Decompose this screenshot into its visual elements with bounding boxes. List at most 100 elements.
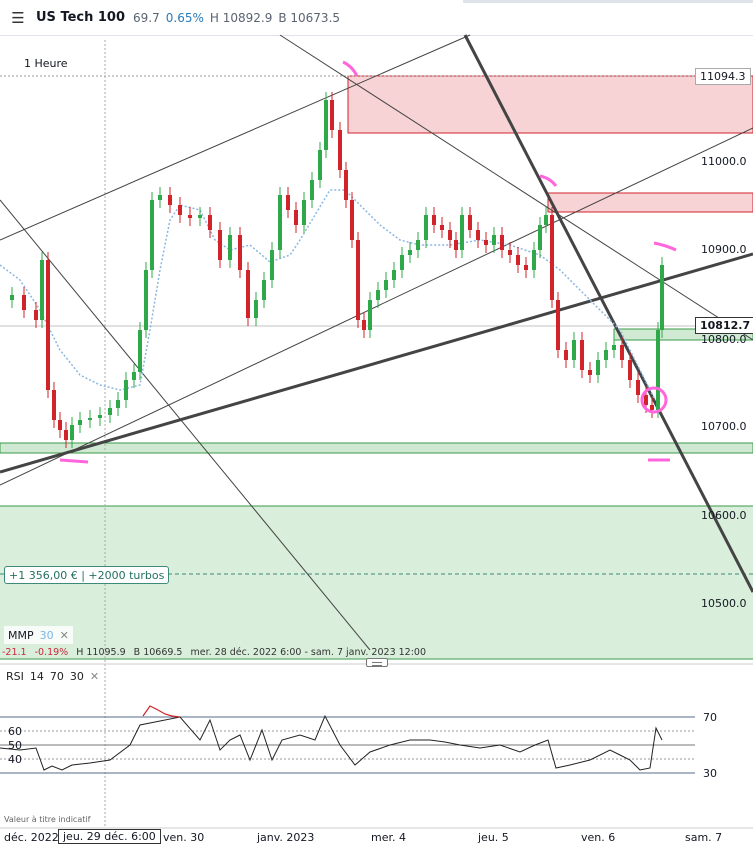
candle-body xyxy=(10,295,14,300)
candle-body xyxy=(324,100,328,150)
candle-body xyxy=(550,215,554,300)
stats-line: -21.1 -0.19% H 11095.9 B 10669.5 mer. 28… xyxy=(2,647,426,658)
candle-body xyxy=(254,300,258,318)
chart-header: ☰ US Tech 100 69.7 0.65% H 10892.9 B 106… xyxy=(0,0,753,36)
candle-body xyxy=(208,215,212,230)
rsi-param-1: 14 xyxy=(29,670,44,683)
close-icon[interactable]: ✕ xyxy=(89,670,100,683)
candle-body xyxy=(580,340,584,370)
candle-body xyxy=(556,300,560,350)
candle-body xyxy=(448,230,452,240)
candle-body xyxy=(46,260,50,390)
candle-body xyxy=(344,170,348,200)
mmp-legend[interactable]: MMP 30 ✕ xyxy=(4,626,73,644)
candle-body xyxy=(338,130,342,170)
mmp-label: MMP xyxy=(8,628,34,642)
stat-range: mer. 28 déc. 2022 6:00 - sam. 7 janv. 20… xyxy=(190,647,427,658)
symbol-name[interactable]: US Tech 100 xyxy=(36,10,126,25)
stat-low: B 10669.5 xyxy=(133,647,183,658)
price-box-top: 11094.3 xyxy=(695,68,751,85)
candle-body xyxy=(628,360,632,380)
time-axis[interactable]: déc. 2022 jeu. 29 déc. 6:00 ven. 30 janv… xyxy=(0,828,753,849)
tab-strip xyxy=(463,0,753,3)
candle-body xyxy=(218,230,222,260)
mmp-value: 30 xyxy=(39,628,54,642)
close-icon[interactable]: ✕ xyxy=(59,628,69,642)
candle-body xyxy=(572,340,576,360)
rsi-param-3: 30 xyxy=(69,670,84,683)
menu-icon[interactable]: ☰ xyxy=(11,8,25,27)
candle-body xyxy=(144,270,148,330)
annotation-mark xyxy=(59,458,89,464)
panel-resize-handle[interactable] xyxy=(366,658,388,667)
candle-body xyxy=(40,260,44,320)
candle-body xyxy=(564,350,568,360)
high-value: H 10892.9 xyxy=(209,10,273,25)
price-label-10900: 10900.0 xyxy=(701,243,747,256)
rsi-axis-70: 70 xyxy=(703,711,717,724)
candle-body xyxy=(432,215,436,225)
rsi-axis-50: 50 xyxy=(8,739,22,752)
candle-body xyxy=(612,345,616,350)
resistance-zone-green xyxy=(613,328,753,341)
candle-body xyxy=(52,390,56,420)
candle-body xyxy=(34,310,38,320)
change-percent: 0.65% xyxy=(165,10,204,25)
candle-body xyxy=(440,225,444,230)
candle-body xyxy=(408,250,412,255)
time-label: jeu. 5 xyxy=(478,831,509,844)
resistance-zone-top xyxy=(347,75,753,134)
candle-body xyxy=(262,280,266,300)
rsi-label: RSI xyxy=(6,670,24,683)
time-label: ven. 30 xyxy=(163,831,205,844)
channel-line-top xyxy=(0,34,471,241)
resistance-zone-mid xyxy=(547,192,753,213)
descending-line-left xyxy=(0,199,371,651)
candle-body xyxy=(98,415,102,418)
time-label: déc. 2022 xyxy=(4,831,59,844)
trendline-thick-rising xyxy=(0,252,753,474)
candle-body xyxy=(524,265,528,270)
candle-body xyxy=(286,195,290,210)
candle-body xyxy=(424,215,428,240)
candle-body xyxy=(384,280,388,290)
candle-body xyxy=(124,380,128,400)
candle-body xyxy=(636,380,640,395)
price-label-10600: 10600.0 xyxy=(701,509,747,522)
candle-body xyxy=(64,430,68,440)
candle-body xyxy=(468,215,472,230)
candle-body xyxy=(500,235,504,250)
candle-body xyxy=(318,150,322,180)
candle-body xyxy=(660,265,664,330)
candle-body xyxy=(460,215,464,250)
low-value: B 10673.5 xyxy=(278,10,341,25)
candle-body xyxy=(376,290,380,300)
candle-body xyxy=(238,235,242,270)
moving-average-line xyxy=(0,189,656,401)
channel-line-bottom xyxy=(0,127,753,486)
turbo-position-badge[interactable]: +1 356,00 € | +2000 turbos xyxy=(4,566,170,584)
stat-high: H 11095.9 xyxy=(76,647,126,658)
descending-line-thin xyxy=(279,34,753,341)
watermark: Valeur à titre indicatif xyxy=(4,815,91,824)
annotation-mark xyxy=(653,241,677,252)
candle-body xyxy=(168,195,172,205)
price-label-10700: 10700.0 xyxy=(701,420,747,433)
candlesticks xyxy=(10,92,664,448)
current-price-tag: 10812.7 xyxy=(695,317,753,334)
timeframe-label: 1 Heure xyxy=(24,57,68,70)
candle-body xyxy=(650,405,654,410)
rsi-line xyxy=(0,714,663,771)
candle-body xyxy=(368,300,372,330)
rsi-legend[interactable]: RSI 14 70 30 ✕ xyxy=(6,670,99,683)
candle-body xyxy=(78,420,82,425)
rsi-axis-40: 40 xyxy=(8,753,22,766)
candle-body xyxy=(644,395,648,405)
candle-body xyxy=(416,240,420,250)
price-label-11000: 11000.0 xyxy=(701,155,747,168)
candle-body xyxy=(532,250,536,270)
candle-body xyxy=(392,270,396,280)
rsi-axis-30: 30 xyxy=(703,767,717,780)
candle-body xyxy=(516,255,520,265)
